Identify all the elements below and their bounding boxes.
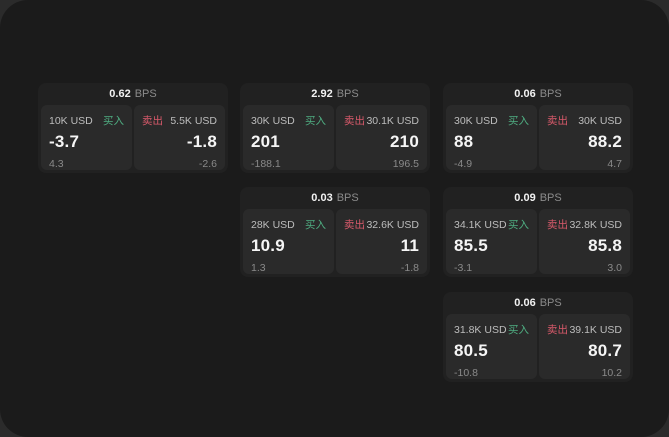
bps-header: 0.06 BPS	[443, 83, 633, 105]
bps-unit: BPS	[539, 88, 562, 100]
buy-delta: -3.1	[454, 262, 473, 274]
bps-header: 0.62 BPS	[38, 83, 228, 105]
sell-side-label: 卖出	[547, 219, 568, 231]
quote-card: 0.06 BPS 30K USD 买入 88 -4.9 卖出 30K USD 8…	[443, 83, 633, 173]
sell-amount: 5.5K USD	[170, 115, 217, 127]
buy-amount: 10K USD	[49, 115, 93, 127]
sell-amount: 30K USD	[578, 115, 622, 127]
bps-unit: BPS	[539, 297, 562, 309]
sell-side-label: 卖出	[142, 115, 163, 127]
quote-panels: 30K USD 买入 88 -4.9 卖出 30K USD 88.2 4.7	[443, 105, 633, 170]
sell-panel[interactable]: 卖出 39.1K USD 80.7 10.2	[539, 314, 630, 379]
bps-header: 0.06 BPS	[443, 292, 633, 314]
buy-panel[interactable]: 31.8K USD 买入 80.5 -10.8	[446, 314, 537, 379]
buy-amount: 34.1K USD	[454, 219, 507, 231]
buy-panel[interactable]: 34.1K USD 买入 85.5 -3.1	[446, 209, 537, 274]
quote-card: 0.62 BPS 10K USD 买入 -3.7 4.3 卖出 5.5K USD…	[38, 83, 228, 173]
bps-unit: BPS	[336, 192, 359, 204]
buy-delta: -10.8	[454, 367, 478, 379]
quote-card: 0.06 BPS 31.8K USD 买入 80.5 -10.8 卖出 39.1…	[443, 292, 633, 382]
buy-delta: 1.3	[251, 262, 266, 274]
sell-price: 80.7	[588, 341, 622, 360]
buy-panel[interactable]: 30K USD 买入 88 -4.9	[446, 105, 537, 170]
quote-panels: 10K USD 买入 -3.7 4.3 卖出 5.5K USD -1.8 -2.…	[38, 105, 228, 170]
buy-panel[interactable]: 10K USD 买入 -3.7 4.3	[41, 105, 132, 170]
quote-card: 2.92 BPS 30K USD 买入 201 -188.1 卖出 30.1K …	[240, 83, 430, 173]
buy-amount: 31.8K USD	[454, 324, 507, 336]
bps-value: 0.62	[109, 88, 131, 100]
buy-amount: 28K USD	[251, 219, 295, 231]
bps-value: 0.03	[311, 192, 333, 204]
bps-unit: BPS	[336, 88, 359, 100]
sell-price: 11	[400, 236, 419, 255]
sell-panel[interactable]: 卖出 32.6K USD 11 -1.8	[336, 209, 427, 274]
sell-panel[interactable]: 卖出 30K USD 88.2 4.7	[539, 105, 630, 170]
sell-price: 88.2	[588, 132, 622, 151]
buy-delta: -188.1	[251, 158, 281, 170]
sell-side-label: 卖出	[344, 115, 365, 127]
buy-panel[interactable]: 30K USD 买入 201 -188.1	[243, 105, 334, 170]
buy-price: 88	[454, 132, 474, 151]
sell-delta: -1.8	[400, 262, 419, 274]
buy-side-label: 买入	[508, 324, 529, 336]
sell-amount: 32.8K USD	[569, 219, 622, 231]
bps-value: 0.06	[514, 88, 536, 100]
sell-delta: -2.6	[198, 158, 217, 170]
sell-panel[interactable]: 卖出 5.5K USD -1.8 -2.6	[134, 105, 225, 170]
buy-delta: 4.3	[49, 158, 64, 170]
sell-panel[interactable]: 卖出 30.1K USD 210 196.5	[336, 105, 427, 170]
buy-delta: -4.9	[454, 158, 473, 170]
sell-price: 210	[390, 132, 419, 151]
buy-side-label: 买入	[305, 219, 326, 231]
buy-side-label: 买入	[305, 115, 326, 127]
bps-unit: BPS	[539, 192, 562, 204]
quote-panels: 31.8K USD 买入 80.5 -10.8 卖出 39.1K USD 80.…	[443, 314, 633, 379]
quote-card: 0.09 BPS 34.1K USD 买入 85.5 -3.1 卖出 32.8K…	[443, 187, 633, 277]
buy-price: 85.5	[454, 236, 488, 255]
sell-price: -1.8	[186, 132, 217, 151]
buy-side-label: 买入	[508, 219, 529, 231]
sell-amount: 30.1K USD	[366, 115, 419, 127]
buy-panel[interactable]: 28K USD 买入 10.9 1.3	[243, 209, 334, 274]
buy-side-label: 买入	[103, 115, 124, 127]
sell-delta: 196.5	[392, 158, 419, 170]
buy-amount: 30K USD	[251, 115, 295, 127]
bps-value: 0.09	[514, 192, 536, 204]
sell-delta: 3.0	[607, 262, 622, 274]
buy-price: -3.7	[49, 132, 80, 151]
sell-delta: 4.7	[607, 158, 622, 170]
sell-amount: 32.6K USD	[366, 219, 419, 231]
sell-delta: 10.2	[601, 367, 622, 379]
quote-panels: 30K USD 买入 201 -188.1 卖出 30.1K USD 210 1…	[240, 105, 430, 170]
buy-side-label: 买入	[508, 115, 529, 127]
bps-header: 0.09 BPS	[443, 187, 633, 209]
quote-panels: 34.1K USD 买入 85.5 -3.1 卖出 32.8K USD 85.8…	[443, 209, 633, 274]
sell-panel[interactable]: 卖出 32.8K USD 85.8 3.0	[539, 209, 630, 274]
buy-price: 201	[251, 132, 280, 151]
sell-price: 85.8	[588, 236, 622, 255]
bps-unit: BPS	[134, 88, 157, 100]
bps-value: 0.06	[514, 297, 536, 309]
sell-side-label: 卖出	[547, 115, 568, 127]
sell-side-label: 卖出	[547, 324, 568, 336]
buy-price: 80.5	[454, 341, 488, 360]
sell-amount: 39.1K USD	[569, 324, 622, 336]
quote-card: 0.03 BPS 28K USD 买入 10.9 1.3 卖出 32.6K US…	[240, 187, 430, 277]
bps-header: 0.03 BPS	[240, 187, 430, 209]
buy-amount: 30K USD	[454, 115, 498, 127]
quote-panels: 28K USD 买入 10.9 1.3 卖出 32.6K USD 11 -1.8	[240, 209, 430, 274]
bps-header: 2.92 BPS	[240, 83, 430, 105]
bps-value: 2.92	[311, 88, 333, 100]
buy-price: 10.9	[251, 236, 285, 255]
sell-side-label: 卖出	[344, 219, 365, 231]
